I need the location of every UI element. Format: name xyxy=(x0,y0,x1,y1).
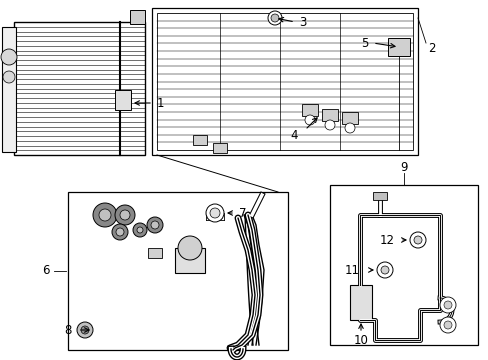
Text: 5: 5 xyxy=(360,36,367,50)
Circle shape xyxy=(99,209,111,221)
Circle shape xyxy=(151,221,159,229)
Bar xyxy=(302,104,317,116)
Circle shape xyxy=(137,227,142,233)
Circle shape xyxy=(112,224,128,240)
Text: 11: 11 xyxy=(345,264,359,276)
Circle shape xyxy=(443,321,451,329)
Bar xyxy=(152,8,417,155)
Text: 10: 10 xyxy=(353,333,367,346)
Circle shape xyxy=(147,217,163,233)
Text: 1: 1 xyxy=(157,96,164,109)
Bar xyxy=(213,143,226,153)
Circle shape xyxy=(376,262,392,278)
Circle shape xyxy=(270,14,279,22)
Circle shape xyxy=(305,115,314,125)
Circle shape xyxy=(439,297,455,313)
Text: 6: 6 xyxy=(42,265,50,278)
Bar xyxy=(341,112,357,124)
Bar xyxy=(14,22,145,155)
Circle shape xyxy=(3,71,15,83)
Text: 2: 2 xyxy=(427,41,435,54)
Circle shape xyxy=(443,301,451,309)
Circle shape xyxy=(81,326,89,334)
Bar xyxy=(68,192,287,350)
Circle shape xyxy=(115,205,135,225)
Bar xyxy=(321,109,337,121)
Circle shape xyxy=(205,204,224,222)
Circle shape xyxy=(413,236,421,244)
Bar xyxy=(148,248,162,258)
Circle shape xyxy=(116,228,124,236)
Text: 12: 12 xyxy=(379,234,394,247)
Circle shape xyxy=(439,317,455,333)
Bar xyxy=(115,90,131,110)
Circle shape xyxy=(1,49,17,65)
Circle shape xyxy=(380,266,388,274)
Circle shape xyxy=(77,322,93,338)
Bar xyxy=(329,185,477,345)
Text: 8: 8 xyxy=(64,324,72,337)
Circle shape xyxy=(325,120,334,130)
Circle shape xyxy=(133,223,147,237)
Circle shape xyxy=(267,11,282,25)
Bar xyxy=(157,13,412,150)
Bar xyxy=(387,38,409,56)
Text: 3: 3 xyxy=(298,15,306,28)
Circle shape xyxy=(409,232,425,248)
Bar xyxy=(130,10,145,24)
Circle shape xyxy=(209,208,220,218)
Text: 9: 9 xyxy=(400,161,407,174)
Bar xyxy=(349,285,371,320)
Bar xyxy=(372,192,386,200)
Circle shape xyxy=(120,210,130,220)
Circle shape xyxy=(345,123,354,133)
Circle shape xyxy=(93,203,117,227)
Bar xyxy=(175,248,204,273)
Bar xyxy=(2,27,16,152)
Bar xyxy=(193,135,206,145)
Text: 4: 4 xyxy=(290,129,297,141)
Circle shape xyxy=(178,236,202,260)
Text: 7: 7 xyxy=(239,207,246,220)
